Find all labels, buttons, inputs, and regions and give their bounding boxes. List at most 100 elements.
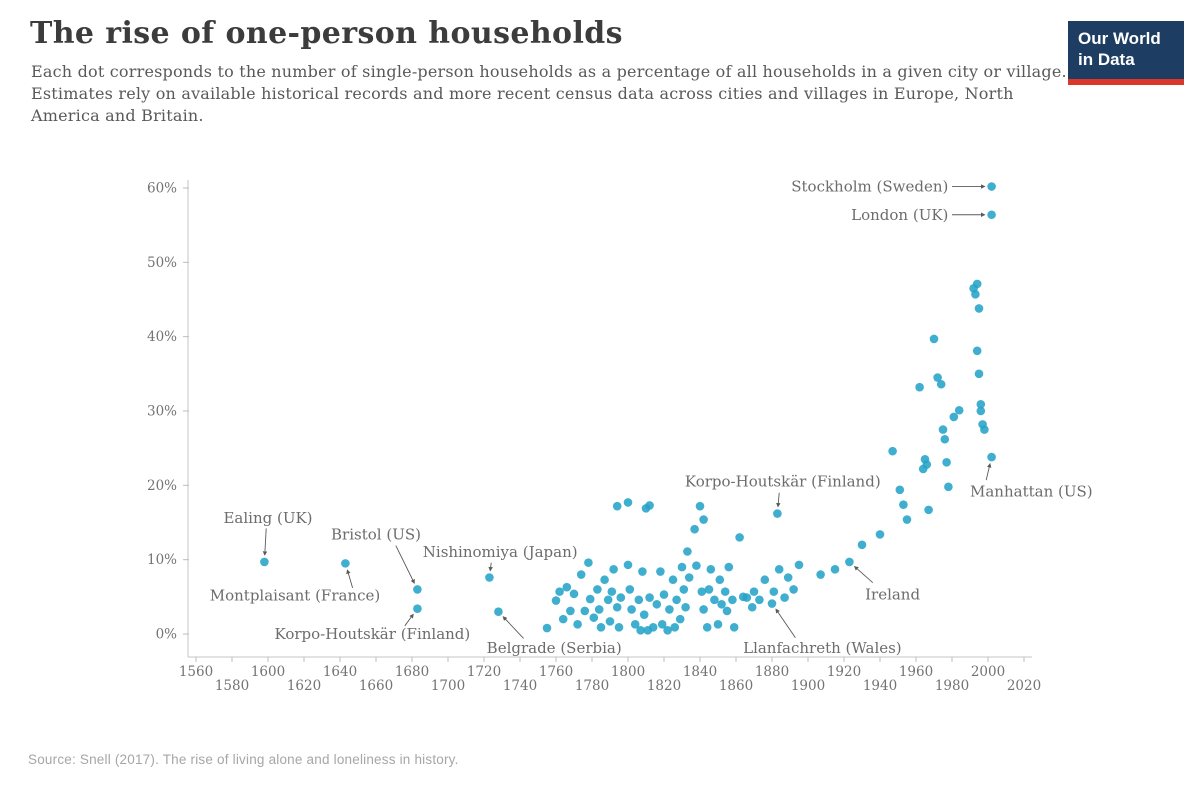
- x-tick-label: 1760: [539, 664, 573, 680]
- data-point: [589, 613, 599, 622]
- data-point: [760, 575, 770, 585]
- data-point: [623, 560, 633, 570]
- owid-logo-text: Our World in Data: [1068, 21, 1184, 79]
- data-point: [697, 587, 707, 596]
- data-point: [830, 565, 840, 574]
- data-point: [494, 607, 503, 617]
- data-point: [987, 182, 996, 191]
- data-point: [623, 498, 633, 507]
- data-point: [722, 606, 732, 616]
- x-tick-label: 1840: [683, 664, 717, 680]
- data-point: [972, 279, 982, 289]
- data-point: [706, 565, 716, 574]
- annotation-label: Bristol (US): [331, 525, 421, 543]
- data-point: [485, 573, 494, 582]
- y-tick-label: 0%: [156, 627, 178, 643]
- data-point: [728, 595, 737, 605]
- data-point: [630, 620, 640, 629]
- data-point: [684, 573, 694, 582]
- data-point: [769, 587, 779, 596]
- data-point: [668, 575, 678, 585]
- data-point: [699, 515, 708, 524]
- data-point: [573, 620, 582, 629]
- data-point: [585, 594, 595, 604]
- data-point: [627, 605, 636, 614]
- data-point: [976, 406, 986, 416]
- data-point: [695, 501, 705, 511]
- x-tick-label: 1680: [395, 664, 429, 680]
- data-point: [656, 567, 665, 576]
- data-point: [895, 485, 905, 495]
- annotation-arrow: [488, 562, 493, 572]
- data-point: [980, 425, 989, 434]
- annotation-arrow: [775, 608, 796, 638]
- data-point: [717, 599, 726, 609]
- data-point: [659, 590, 669, 599]
- annotation-arrow: [346, 569, 354, 589]
- data-point: [260, 557, 269, 567]
- data-point: [936, 379, 946, 389]
- data-point: [562, 582, 572, 592]
- data-point: [648, 623, 658, 632]
- data-point: [773, 509, 782, 518]
- data-point: [625, 585, 635, 594]
- annotation-label: Stockholm (Sweden): [791, 178, 948, 196]
- x-tick-label: 1880: [755, 664, 789, 680]
- data-point: [929, 334, 939, 344]
- data-point: [938, 425, 948, 434]
- data-point: [949, 412, 959, 422]
- data-point: [675, 614, 685, 624]
- x-tick-label: 1940: [863, 678, 897, 694]
- data-point: [976, 400, 986, 409]
- data-point: [636, 625, 645, 635]
- data-point: [742, 593, 752, 602]
- data-point: [749, 587, 759, 596]
- data-point: [576, 570, 586, 579]
- data-point: [584, 558, 593, 567]
- x-tick-label: 1600: [251, 664, 285, 680]
- data-point: [558, 614, 568, 624]
- data-point: [902, 515, 912, 524]
- data-point: [735, 533, 744, 542]
- data-point: [974, 369, 984, 379]
- data-point: [899, 500, 908, 509]
- x-tick-label: 1820: [647, 678, 681, 694]
- y-tick-label: 60%: [147, 181, 177, 197]
- owid-logo-line2: in Data: [1078, 49, 1135, 69]
- data-point: [729, 623, 739, 632]
- data-point: [614, 623, 624, 632]
- data-point: [657, 620, 667, 629]
- x-tick-label: 1960: [899, 664, 933, 680]
- data-point: [413, 585, 422, 594]
- data-point: [875, 530, 885, 539]
- annotation-label: Korpo-Houtskär (Finland): [275, 625, 471, 643]
- scatter-chart: 0% 10% 20% 30% 40% 50% 60% 1560 1580 1600 1620 1640…: [0, 150, 1200, 720]
- data-point: [715, 575, 725, 585]
- annotation-arrow: [853, 565, 874, 584]
- data-point: [987, 452, 996, 462]
- x-tick-label: 1740: [503, 678, 537, 694]
- data-point: [596, 623, 606, 632]
- data-point: [341, 559, 350, 568]
- x-tick-label: 1580: [215, 678, 249, 694]
- data-point: [638, 567, 647, 576]
- x-tick-label: 1700: [431, 678, 465, 694]
- data-point: [679, 585, 689, 594]
- annotation-arrow: [502, 616, 524, 639]
- data-point: [944, 482, 953, 492]
- data-point: [683, 547, 692, 556]
- data-point: [603, 595, 613, 605]
- annotation-label: London (UK): [851, 206, 948, 224]
- annotation-arrow: [395, 545, 415, 584]
- y-tick-label: 40%: [147, 329, 177, 345]
- data-point: [639, 610, 649, 619]
- data-point: [542, 623, 552, 633]
- data-point: [652, 599, 662, 609]
- data-point: [702, 623, 712, 632]
- data-point: [724, 562, 734, 572]
- data-point: [670, 623, 680, 632]
- data-point: [612, 501, 622, 511]
- data-point: [665, 605, 674, 614]
- data-point: [915, 382, 924, 392]
- x-tick-label: 2000: [971, 664, 1005, 680]
